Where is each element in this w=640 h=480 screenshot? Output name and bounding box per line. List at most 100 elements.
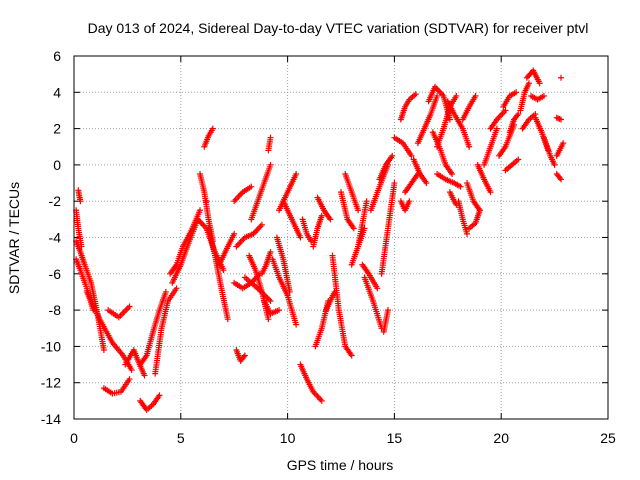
y-tick-label: -2: [49, 193, 62, 209]
x-tick-label: 15: [387, 430, 403, 446]
series-t74: [523, 67, 543, 87]
data-point: [560, 140, 567, 147]
series-t70: [500, 89, 520, 110]
data-point: [348, 352, 355, 359]
data-point: [231, 230, 238, 237]
y-tick-label: -4: [49, 230, 62, 246]
data-point: [286, 288, 293, 295]
data-point: [220, 267, 227, 274]
series-t72: [506, 111, 522, 136]
y-tick-label: -14: [41, 411, 61, 427]
series-t65: [466, 207, 483, 232]
data-point: [126, 376, 133, 383]
data-point: [406, 198, 413, 205]
series-t81: [553, 114, 565, 123]
series-t25: [248, 161, 274, 223]
series-t11: [152, 285, 180, 377]
data-point: [515, 111, 522, 118]
series-t24: [241, 274, 274, 305]
data-point: [318, 212, 325, 219]
data-point: [258, 221, 265, 228]
series-t32: [280, 198, 304, 241]
data-point: [267, 161, 274, 168]
data-point: [265, 316, 272, 323]
series-t43: [355, 198, 370, 250]
series-t39: [329, 252, 355, 359]
series-t9: [137, 392, 163, 413]
data-point: [78, 243, 85, 250]
series-t3: [73, 207, 85, 250]
series-t53: [402, 170, 421, 196]
series-t20: [233, 347, 248, 364]
series-t47: [376, 152, 396, 183]
data-point: [384, 307, 391, 314]
data-point: [558, 74, 565, 81]
data-point: [389, 152, 396, 159]
data-point: [555, 115, 562, 122]
series-t62: [455, 198, 471, 237]
data-point: [558, 176, 565, 183]
series-t58: [434, 170, 464, 190]
x-tick-label: 0: [70, 430, 78, 446]
data-point: [156, 392, 163, 399]
series-t45: [361, 274, 385, 332]
data-point: [453, 92, 460, 99]
data-point: [266, 296, 273, 303]
data-point: [327, 216, 334, 223]
y-tick-label: 6: [53, 48, 61, 64]
series-t78: [540, 134, 558, 168]
data-point: [141, 372, 148, 379]
series-t83: [186, 234, 193, 241]
data-point: [100, 347, 107, 354]
series-t27: [258, 249, 274, 277]
data-point: [267, 134, 274, 141]
series-t31: [273, 234, 293, 295]
data-point: [423, 180, 430, 187]
data-point: [558, 116, 565, 123]
series-t15: [201, 125, 216, 150]
series-t66: [474, 161, 494, 196]
series-t63: [459, 92, 479, 123]
data-point: [293, 170, 300, 177]
series-t68: [487, 107, 509, 132]
data-point: [267, 249, 274, 256]
series-t26: [261, 298, 283, 317]
series-t50: [391, 134, 415, 159]
series-t52: [397, 198, 413, 214]
series-t54: [410, 156, 430, 187]
data-point: [350, 225, 357, 232]
data-point: [502, 107, 509, 114]
data-point: [536, 80, 543, 87]
data-point: [267, 298, 274, 305]
series-t71: [502, 156, 522, 174]
x-axis-label: GPS time / hours: [287, 457, 394, 473]
data-point: [457, 183, 464, 190]
data-point: [241, 352, 248, 359]
series-t37: [314, 194, 334, 223]
y-tick-label: -8: [49, 302, 62, 318]
data-point: [162, 288, 169, 295]
data-point: [276, 307, 283, 314]
data-point: [197, 207, 204, 214]
series-t33: [297, 361, 325, 404]
series-t10: [137, 288, 169, 368]
series-t48: [378, 180, 398, 277]
series-t41: [342, 170, 362, 214]
series-t4: [75, 187, 84, 205]
series-t6: [100, 376, 133, 397]
x-tick-label: 20: [493, 430, 509, 446]
x-tick-label: 25: [600, 430, 616, 446]
y-tick-label: -6: [49, 266, 62, 282]
data-point: [525, 80, 532, 87]
data-point: [449, 170, 456, 177]
data-point: [434, 92, 441, 99]
y-axis-label: SDTVAR / TECUs: [6, 182, 22, 294]
series-t67: [481, 125, 500, 168]
data-point: [513, 89, 520, 96]
series-t44: [359, 261, 381, 292]
series-t7: [105, 303, 133, 321]
axis-ticks: 0 5 10 15 20 25 -14 -12 -10 -8 -6 -4 -2 0 2 4 6: [41, 48, 616, 446]
data-point: [248, 183, 255, 190]
data-point: [556, 175, 563, 182]
